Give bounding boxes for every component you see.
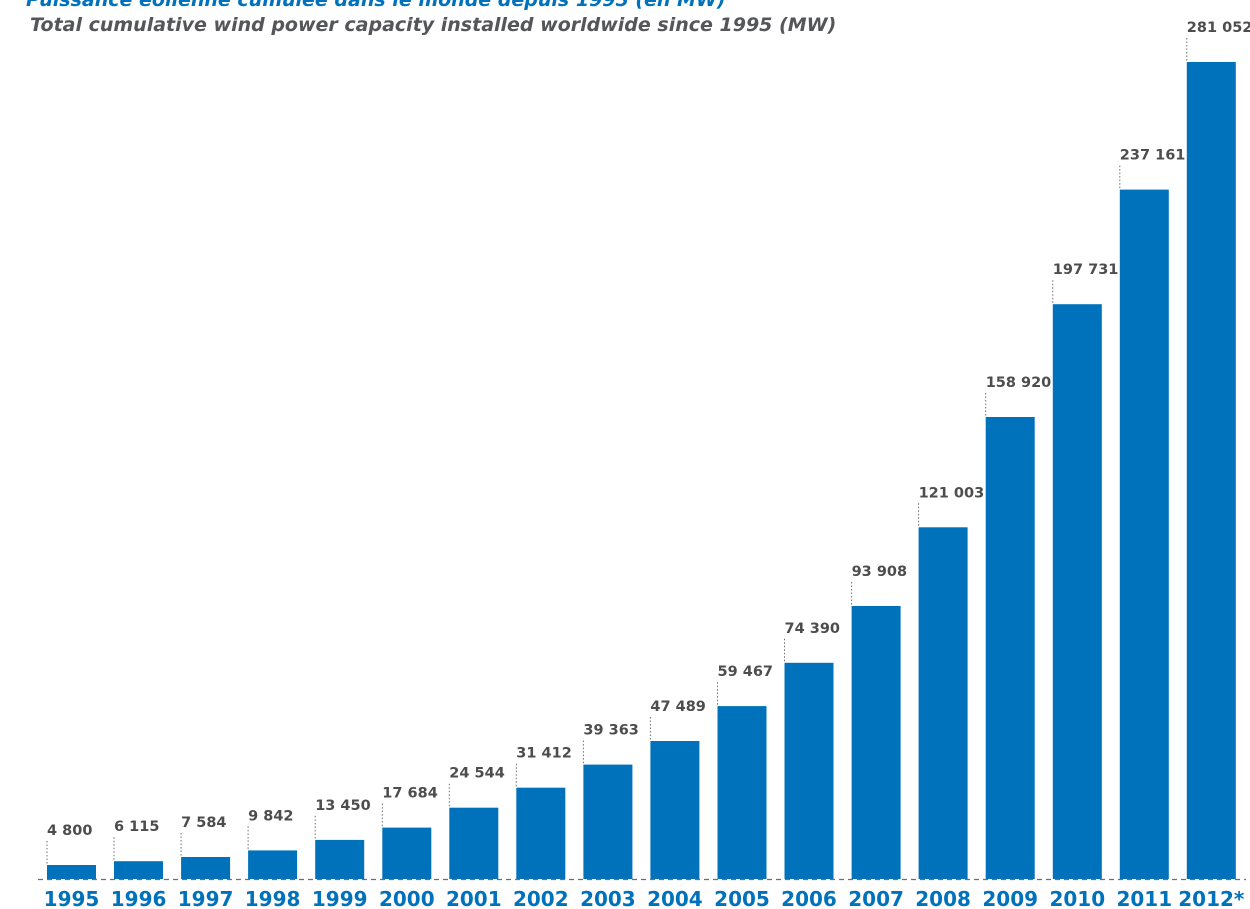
chart-title-fr: Puissance éolienne cumulée dans le monde… [26,0,726,11]
x-tick-2012*: 2012* [1178,887,1245,909]
bar-2003 [583,764,633,879]
value-label-1995: 4 800 [47,823,92,839]
x-tick-2009: 2009 [982,887,1038,909]
bar-2006 [784,662,834,879]
x-tick-labels-group: 1995 1996 1997 1998 1999 2000 2001 2002 2003 2004… [44,887,1245,909]
x-tick-1999: 1999 [312,887,368,909]
value-label-1997: 7 584 [181,815,226,831]
x-tick-2004: 2004 [647,887,703,909]
bar-2011 [1119,189,1169,880]
value-label-1996: 6 115 [114,819,159,835]
value-label-2002: 31 412 [516,746,572,762]
value-label-2001: 24 544 [449,766,505,782]
bar-2010 [1052,304,1102,879]
x-tick-2011: 2011 [1116,887,1172,909]
value-label-2007: 93 908 [852,564,908,580]
x-tick-2005: 2005 [714,887,770,909]
x-tick-2008: 2008 [915,887,971,909]
value-label-2003: 39 363 [583,723,639,739]
bar-2005 [717,706,767,879]
x-tick-1998: 1998 [245,887,301,909]
x-tick-2007: 2007 [848,887,904,909]
value-label-2008: 121 003 [919,485,985,501]
x-tick-2006: 2006 [781,887,837,909]
value-label-2011: 237 161 [1120,148,1186,164]
bars-group [47,62,1236,880]
bar-1997 [181,857,231,879]
bar-2007 [851,606,901,879]
x-tick-1997: 1997 [178,887,234,909]
bar-1998 [248,850,298,879]
bar-1999 [315,839,365,879]
x-tick-2003: 2003 [580,887,636,909]
bar-2001 [449,807,499,879]
bar-2000 [382,827,432,879]
value-label-2005: 59 467 [718,664,774,680]
value-label-2009: 158 920 [986,375,1052,391]
value-label-2010: 197 731 [1053,262,1119,278]
value-label-1999: 13 450 [315,798,371,814]
x-tick-1995: 1995 [44,887,100,909]
value-label-2004: 47 489 [650,699,706,715]
x-tick-2002: 2002 [513,887,569,909]
x-tick-2000: 2000 [379,887,435,909]
chart-subtitle-en: Total cumulative wind power capacity ins… [30,14,837,36]
value-labels-group: 4 800 6 115 7 584 9 842 13 450 17 684 24 544 31… [47,20,1250,839]
bar-2004 [650,741,700,879]
bar-1995 [47,865,96,879]
bar-2012* [1186,62,1236,879]
bar-2008 [918,527,968,879]
value-label-2000: 17 684 [382,786,438,802]
bar-1996 [114,861,163,879]
x-tick-2010: 2010 [1049,887,1105,909]
bar-2002 [516,787,566,879]
value-label-1998: 9 842 [248,808,293,824]
leader-lines-group [46,38,1188,865]
value-label-2006: 74 390 [785,621,841,637]
value-label-2012*: 281 052 [1187,20,1250,36]
bar-2009 [985,417,1035,879]
x-tick-2001: 2001 [446,887,502,909]
x-tick-1996: 1996 [111,887,167,909]
